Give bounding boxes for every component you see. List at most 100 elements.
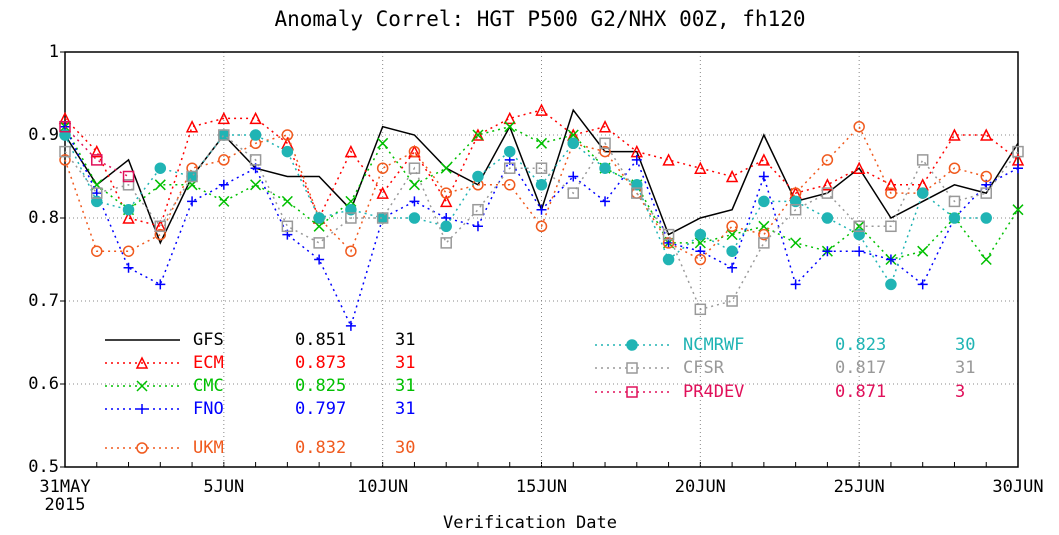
data-point (885, 187, 897, 199)
plot-frame (64, 51, 1019, 468)
x-tick-label: 25JUN (834, 477, 885, 497)
legend-marker (135, 356, 149, 369)
data-point (980, 212, 992, 224)
data-point (948, 195, 961, 208)
data-point (472, 203, 484, 216)
data-point (662, 237, 675, 249)
data-point (662, 228, 675, 241)
data-point (980, 187, 992, 199)
data-point (440, 187, 452, 199)
data-point (822, 246, 833, 257)
data-point (250, 179, 262, 191)
data-point (376, 186, 389, 199)
data-point (694, 303, 707, 316)
data-point (122, 170, 135, 183)
y-tick-label: 0.7 (28, 291, 59, 311)
legend-name: FNO (193, 399, 224, 419)
data-point (758, 228, 770, 241)
x-tick-label: 31MAY (39, 477, 90, 497)
data-point (567, 187, 580, 199)
data-point (122, 179, 135, 191)
data-point (598, 120, 612, 133)
data-point (1012, 145, 1024, 158)
data-point (758, 220, 770, 232)
data-point (1013, 163, 1023, 174)
data-point (218, 195, 230, 207)
legend-name: PR4DEV (683, 382, 744, 402)
data-point (185, 120, 199, 133)
data-point (281, 195, 293, 207)
data-point (408, 162, 421, 174)
data-point (948, 212, 961, 224)
data-point (91, 154, 103, 166)
data-point (726, 229, 738, 241)
data-point (409, 196, 420, 207)
data-point (726, 245, 738, 257)
legend-count: 31 (395, 330, 415, 350)
x-tick-label: 30JUN (992, 477, 1043, 497)
data-point (439, 194, 453, 208)
data-point (758, 171, 769, 182)
legend-count: 30 (955, 335, 975, 355)
data-point (91, 187, 103, 199)
data-point (662, 253, 675, 266)
data-point (821, 178, 834, 191)
data-point (281, 129, 294, 141)
data-point (884, 178, 898, 191)
data-point (694, 161, 707, 174)
data-point (789, 195, 802, 208)
data-point (345, 195, 357, 207)
legend-count: 31 (955, 358, 975, 378)
data-point (249, 111, 262, 125)
data-point (376, 162, 389, 174)
data-point (503, 179, 516, 191)
data-point (122, 211, 135, 224)
data-point (154, 228, 167, 241)
data-point (694, 253, 707, 266)
x-year-label: 2015 (45, 495, 86, 515)
legend-marker (626, 386, 638, 398)
legend-count: 31 (395, 399, 415, 419)
data-point (218, 179, 229, 190)
data-point (535, 220, 548, 233)
legend-count: 31 (395, 376, 415, 396)
data-point (218, 129, 230, 141)
legend-marker (137, 404, 147, 414)
data-point (504, 121, 516, 133)
legend-count: 31 (395, 353, 415, 373)
data-point (122, 203, 135, 216)
data-point (154, 162, 167, 174)
y-tick-label: 0.8 (28, 208, 59, 228)
data-point (599, 162, 611, 174)
data-point (758, 237, 770, 249)
data-point (757, 153, 771, 166)
data-point (313, 237, 325, 249)
data-point (345, 212, 357, 224)
data-point (249, 129, 262, 141)
data-point (535, 179, 548, 191)
legend-count: 30 (395, 438, 415, 458)
data-point (249, 154, 262, 166)
data-point (853, 220, 865, 233)
data-point (281, 220, 294, 233)
data-point (90, 144, 103, 158)
data-point (567, 129, 579, 141)
data-point (154, 220, 167, 233)
data-point (472, 129, 484, 141)
data-point (91, 195, 103, 208)
data-point (408, 145, 421, 158)
data-point (59, 129, 71, 141)
legend-name: UKM (193, 438, 224, 458)
data-point (854, 246, 865, 257)
data-point (726, 295, 738, 307)
legend-score: 0.832 (295, 438, 346, 458)
series-line (64, 125, 987, 261)
data-point (59, 120, 71, 133)
data-point (631, 187, 643, 199)
data-point (155, 279, 166, 290)
data-point (217, 111, 231, 125)
data-point (821, 187, 834, 199)
data-point (631, 154, 642, 165)
legend-name: ECM (193, 353, 224, 373)
data-point (821, 154, 834, 166)
